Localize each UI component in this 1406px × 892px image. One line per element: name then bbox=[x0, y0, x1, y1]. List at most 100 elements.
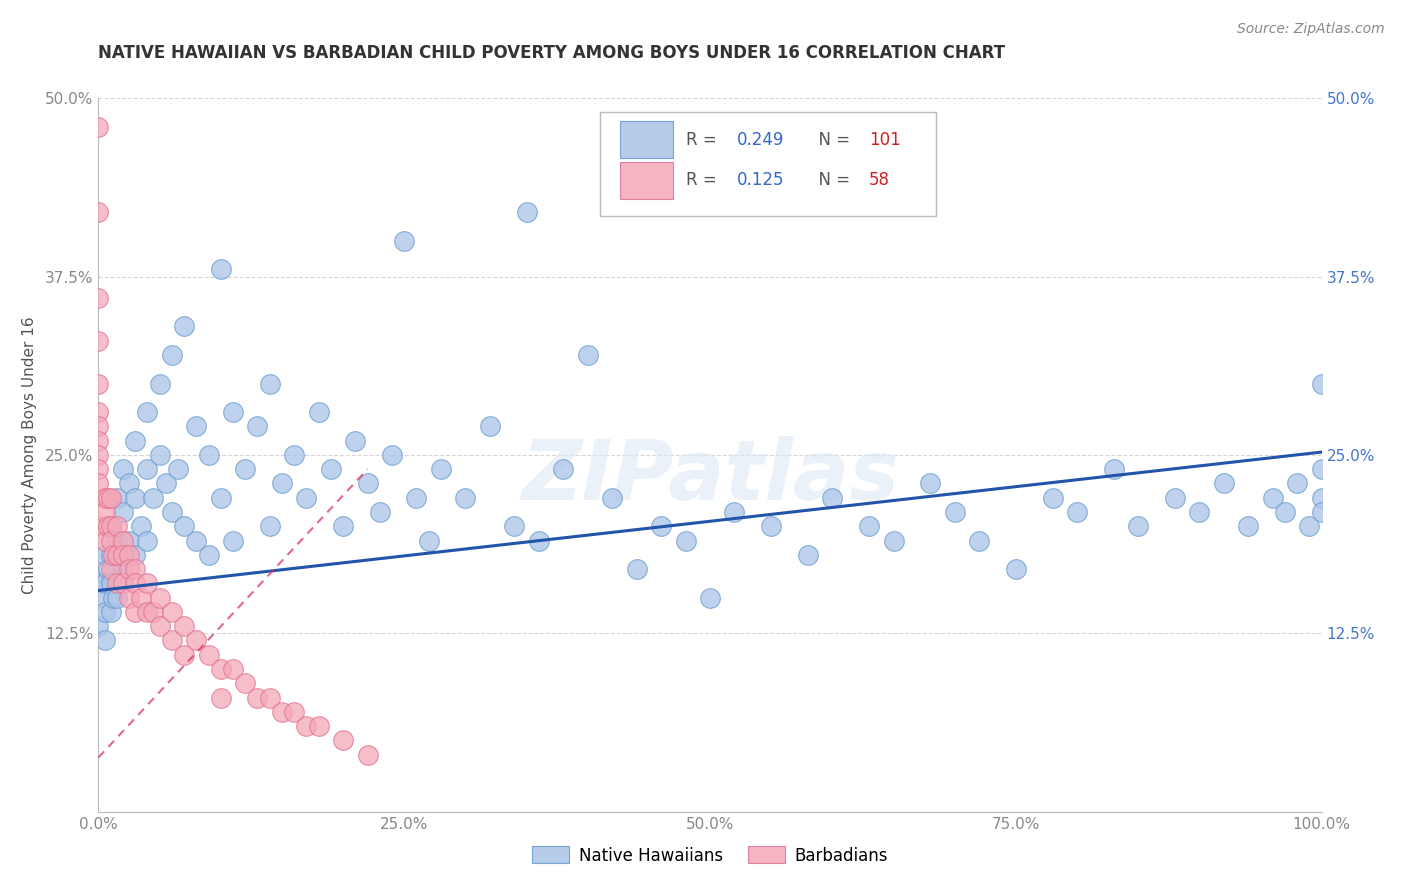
Point bbox=[319, 462, 342, 476]
Point bbox=[197, 548, 219, 562]
Point bbox=[233, 462, 256, 476]
FancyBboxPatch shape bbox=[600, 112, 936, 216]
Point bbox=[699, 591, 721, 605]
Point bbox=[105, 519, 128, 533]
Point bbox=[675, 533, 697, 548]
Text: ZIPatlas: ZIPatlas bbox=[522, 436, 898, 516]
Point bbox=[111, 505, 134, 519]
Point bbox=[222, 533, 245, 548]
Point bbox=[136, 576, 159, 591]
Point bbox=[259, 690, 281, 705]
Point bbox=[155, 476, 177, 491]
Point bbox=[797, 548, 820, 562]
Point bbox=[87, 619, 110, 633]
Point bbox=[259, 376, 281, 391]
Point bbox=[186, 419, 208, 434]
Point bbox=[142, 605, 165, 619]
Point bbox=[111, 562, 134, 576]
Point bbox=[381, 448, 404, 462]
Point bbox=[761, 519, 783, 533]
Point bbox=[576, 348, 599, 362]
Point bbox=[101, 548, 124, 562]
Point bbox=[1310, 462, 1333, 476]
Point bbox=[503, 519, 526, 533]
Point bbox=[118, 591, 141, 605]
Point bbox=[222, 405, 245, 419]
Point bbox=[129, 591, 152, 605]
Point bbox=[136, 462, 159, 476]
Point bbox=[111, 576, 134, 591]
Point bbox=[197, 648, 219, 662]
Point bbox=[87, 434, 110, 448]
Point bbox=[105, 533, 128, 548]
Point bbox=[173, 319, 195, 334]
Point bbox=[270, 476, 294, 491]
Point bbox=[821, 491, 844, 505]
Point bbox=[650, 519, 672, 533]
Point bbox=[368, 505, 391, 519]
Point bbox=[111, 462, 134, 476]
Point bbox=[118, 533, 141, 548]
Point bbox=[1042, 491, 1064, 505]
Point bbox=[418, 533, 440, 548]
Point bbox=[93, 505, 115, 519]
Point bbox=[246, 419, 269, 434]
Point bbox=[1310, 376, 1333, 391]
Point bbox=[173, 619, 195, 633]
Point bbox=[149, 376, 172, 391]
Point bbox=[515, 205, 537, 219]
Point bbox=[1188, 505, 1211, 519]
Point bbox=[553, 462, 575, 476]
Text: 0.125: 0.125 bbox=[737, 171, 785, 189]
Point bbox=[1274, 505, 1296, 519]
Text: NATIVE HAWAIIAN VS BARBADIAN CHILD POVERTY AMONG BOYS UNDER 16 CORRELATION CHART: NATIVE HAWAIIAN VS BARBADIAN CHILD POVER… bbox=[98, 45, 1005, 62]
Point bbox=[943, 505, 966, 519]
Point bbox=[93, 491, 115, 505]
Point bbox=[283, 705, 305, 719]
Point bbox=[430, 462, 453, 476]
Point bbox=[124, 576, 146, 591]
Point bbox=[209, 491, 232, 505]
Point bbox=[920, 476, 942, 491]
Point bbox=[160, 605, 183, 619]
Point bbox=[1310, 491, 1333, 505]
Point bbox=[101, 591, 124, 605]
Point bbox=[283, 448, 305, 462]
Point bbox=[111, 533, 134, 548]
Point bbox=[105, 491, 128, 505]
Text: R =: R = bbox=[686, 130, 721, 148]
Point bbox=[344, 434, 367, 448]
Point bbox=[295, 491, 318, 505]
Text: 101: 101 bbox=[869, 130, 901, 148]
Point bbox=[1066, 505, 1088, 519]
Point bbox=[100, 519, 122, 533]
Point bbox=[356, 476, 378, 491]
Point bbox=[124, 562, 146, 576]
Point bbox=[124, 605, 146, 619]
Point bbox=[100, 576, 122, 591]
Point bbox=[392, 234, 416, 248]
Point bbox=[93, 533, 115, 548]
Point bbox=[454, 491, 477, 505]
Point bbox=[295, 719, 318, 733]
Point bbox=[118, 548, 141, 562]
Point bbox=[93, 605, 115, 619]
Point bbox=[405, 491, 427, 505]
Text: R =: R = bbox=[686, 171, 721, 189]
Point bbox=[723, 505, 745, 519]
Point bbox=[1102, 462, 1125, 476]
Legend: Native Hawaiians, Barbadians: Native Hawaiians, Barbadians bbox=[526, 839, 894, 871]
Point bbox=[87, 448, 110, 462]
FancyBboxPatch shape bbox=[620, 121, 673, 158]
Point bbox=[100, 548, 122, 562]
Point bbox=[87, 419, 110, 434]
Point bbox=[160, 348, 183, 362]
Point bbox=[105, 548, 128, 562]
Point bbox=[209, 690, 232, 705]
Point bbox=[1212, 476, 1234, 491]
Text: 0.249: 0.249 bbox=[737, 130, 785, 148]
Point bbox=[87, 462, 110, 476]
Point bbox=[149, 619, 172, 633]
Point bbox=[308, 405, 330, 419]
Point bbox=[1261, 491, 1284, 505]
